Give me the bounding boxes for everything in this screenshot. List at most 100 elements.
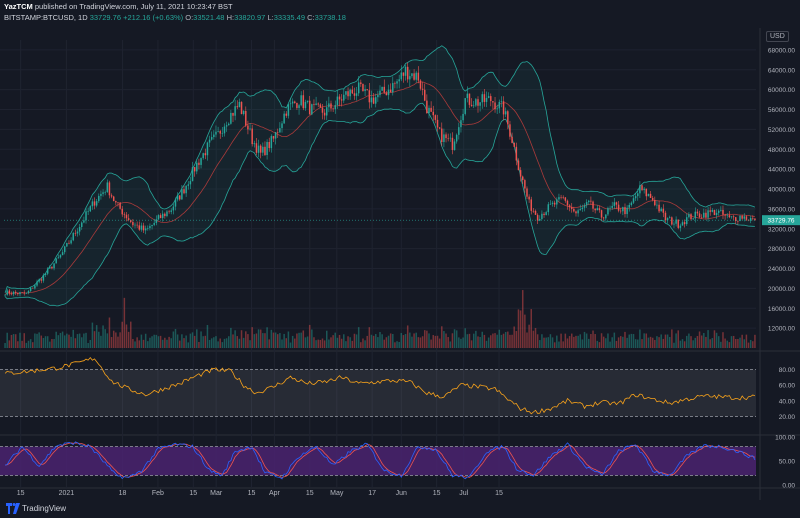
volume-bar xyxy=(679,340,682,348)
candle-body xyxy=(415,72,417,80)
candle-body xyxy=(140,225,143,230)
grid-lines xyxy=(0,28,800,500)
volume-bar xyxy=(490,335,492,348)
time-tick-label: 2021 xyxy=(59,490,75,497)
candle-body xyxy=(564,197,567,201)
volume-bar xyxy=(108,317,111,348)
volume-bar xyxy=(161,339,164,348)
candle-body xyxy=(57,257,60,259)
volume-bar xyxy=(294,338,296,348)
candle-body xyxy=(570,207,573,209)
volume-bar xyxy=(104,329,106,348)
candle-body xyxy=(575,211,577,214)
candle-body xyxy=(600,210,603,218)
candle-body xyxy=(568,205,571,208)
volume-bar xyxy=(270,329,273,348)
candle-body xyxy=(449,137,452,139)
volume-bar xyxy=(705,336,707,348)
candle-body xyxy=(183,189,185,194)
candle-body xyxy=(387,89,390,96)
volume-bar xyxy=(694,337,697,348)
time-tick-label: 15 xyxy=(17,490,25,497)
candle-body xyxy=(417,72,420,81)
volume-bar xyxy=(172,331,175,348)
volume-bar xyxy=(602,336,605,348)
volume-bar xyxy=(232,334,234,348)
volume-bar xyxy=(666,334,669,348)
candle-body xyxy=(308,100,311,115)
volume-bar xyxy=(21,340,23,348)
volume-bar xyxy=(662,338,665,348)
volume-bar xyxy=(692,340,694,348)
candle-body xyxy=(707,210,709,218)
candle-body xyxy=(392,83,394,93)
volume-bar xyxy=(351,340,354,348)
candle-body xyxy=(311,104,313,115)
volume-bar xyxy=(110,337,113,348)
volume-bar xyxy=(238,338,241,348)
candle-body xyxy=(10,293,13,295)
candle-body xyxy=(343,94,345,101)
price-chart[interactable]: 80.00 60.00 40.00 20.00 100.00 50.00 0.00 680… xyxy=(0,0,800,500)
symbol-name[interactable]: BITSTAMP:BTCUSD, 1D xyxy=(4,13,88,22)
candle-body xyxy=(492,101,494,103)
volume-bar xyxy=(398,341,400,348)
volume-bar xyxy=(343,334,345,348)
volume-bar xyxy=(360,342,362,348)
volume-bar xyxy=(507,331,509,348)
candle-body xyxy=(609,207,611,209)
candle-body xyxy=(153,222,155,225)
volume-bar xyxy=(274,332,277,348)
volume-bar xyxy=(475,330,477,348)
candle-body xyxy=(396,81,398,84)
candle-body xyxy=(63,246,66,253)
candle-body xyxy=(545,212,547,215)
volume-bar xyxy=(98,331,100,348)
candle-body xyxy=(654,199,656,206)
volume-bar xyxy=(562,341,564,348)
candle-body xyxy=(17,292,19,295)
volume-bar xyxy=(462,337,464,348)
candle-body xyxy=(291,101,294,104)
volume-bar xyxy=(570,333,573,348)
candle-body xyxy=(138,225,141,230)
currency-label[interactable]: USD xyxy=(766,31,789,42)
candle-body xyxy=(483,94,486,102)
candle-body xyxy=(8,290,11,294)
price-axis: 68000.00 64000.00 60000.00 56000.00 52000.00… xyxy=(762,47,800,333)
candle-body xyxy=(219,131,221,134)
candle-body xyxy=(624,207,626,215)
candle-body xyxy=(119,202,121,209)
volume-bar xyxy=(10,334,13,348)
volume-bar xyxy=(4,343,6,348)
candle-body xyxy=(626,207,628,215)
volume-bar xyxy=(749,339,752,348)
volume-bar xyxy=(470,340,473,348)
rsi-tick-label: 20.00 xyxy=(779,414,796,421)
volume-bar xyxy=(193,335,196,348)
candle-body xyxy=(368,90,371,103)
volume-bar xyxy=(622,336,624,348)
volume-bar xyxy=(296,333,298,348)
volume-bar xyxy=(651,337,654,348)
volume-bar xyxy=(196,329,198,348)
candle-body xyxy=(630,202,633,205)
candle-body xyxy=(328,103,330,108)
tradingview-logo-icon[interactable] xyxy=(6,503,20,514)
time-axis: 15 2021 18 Feb 15 Mar 15 Apr 15 May 17 Jun 15 Jul 15 xyxy=(17,490,503,497)
volume-bar xyxy=(700,335,703,348)
candle-body xyxy=(14,291,17,293)
volume-bar xyxy=(754,334,756,348)
candle-body xyxy=(583,205,586,208)
volume-bar xyxy=(289,342,292,348)
volume-bar xyxy=(532,330,535,348)
publisher-name[interactable]: YazTCM xyxy=(4,2,33,11)
volume-bar xyxy=(319,339,322,348)
volume-bar xyxy=(464,328,466,348)
volume-bar xyxy=(513,326,515,348)
volume-bar xyxy=(151,336,153,348)
volume-bar xyxy=(560,333,562,348)
candle-body xyxy=(532,210,535,212)
candle-body xyxy=(679,225,682,228)
brand-name[interactable]: TradingView xyxy=(22,504,67,513)
